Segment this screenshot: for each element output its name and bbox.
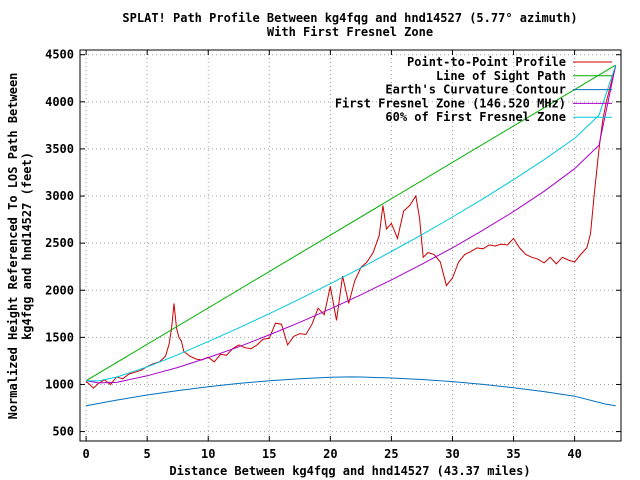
legend-label: First Fresnel Zone (146.520 MHz) — [335, 96, 566, 110]
legend-label: Earth's Curvature Contour — [385, 83, 566, 97]
y-axis-label-line-1: Normalized Height Referenced To LOS Path… — [6, 73, 20, 420]
series-line-first-fresnel-zone-146-520-mhz — [86, 64, 617, 384]
y-tick-label: 3500 — [45, 142, 74, 156]
x-tick-label: 30 — [445, 447, 459, 461]
series-layer — [85, 64, 617, 407]
legend-label: 60% of First Fresnel Zone — [385, 110, 566, 124]
y-tick-label: 4500 — [45, 48, 74, 62]
legend-label: Point-to-Point Profile — [407, 55, 566, 69]
x-tick-label: 20 — [323, 447, 337, 461]
x-tick-label: 25 — [384, 447, 398, 461]
y-axis-label-line-2: kg4fqg and hnd14527 (feet) — [20, 152, 34, 340]
y-tick-label: 2000 — [45, 283, 74, 297]
y-tick-label: 500 — [52, 425, 74, 439]
series-line-60-of-first-fresnel-zone — [86, 64, 617, 382]
legend-label: Line of Sight Path — [436, 69, 566, 83]
x-tick-label: 0 — [82, 447, 89, 461]
x-axis-label: Distance Between kg4fqg and hnd14527 (43… — [169, 464, 530, 478]
series-line-earth-s-curvature-contour — [86, 376, 616, 407]
chart-subtitle: With First Fresnel Zone — [267, 25, 433, 39]
y-tick-label: 4000 — [45, 95, 74, 109]
y-tick-label: 3000 — [45, 189, 74, 203]
x-tick-label: 10 — [201, 447, 215, 461]
tick-layer: 0 5 10 15 20 25 30 35 40 500 1000 1500 2000 2500 3000 3… — [45, 48, 621, 461]
x-tick-label: 40 — [567, 447, 581, 461]
plot-frame — [79, 49, 622, 442]
y-tick-label: 1500 — [45, 330, 74, 344]
x-tick-label: 35 — [506, 447, 520, 461]
y-tick-label: 1000 — [45, 377, 74, 391]
chart-title: SPLAT! Path Profile Between kg4fqg and h… — [122, 11, 577, 25]
series-line-line-of-sight-path — [85, 64, 616, 382]
y-tick-label: 2500 — [45, 236, 74, 250]
x-tick-label: 15 — [262, 447, 276, 461]
x-tick-label: 5 — [144, 447, 151, 461]
series-line-point-to-point-profile — [85, 65, 617, 389]
